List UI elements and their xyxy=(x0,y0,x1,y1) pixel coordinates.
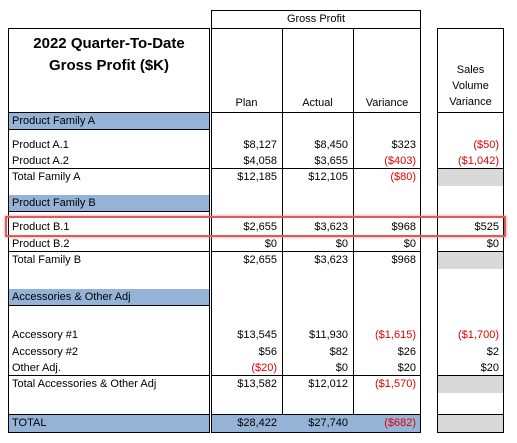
section-band xyxy=(9,113,209,129)
cell-value: $0 xyxy=(264,238,277,250)
rule xyxy=(437,414,504,415)
cell-value: $11,930 xyxy=(309,329,348,341)
total-band xyxy=(9,415,209,432)
rule xyxy=(211,112,421,113)
column-header: Volume xyxy=(452,80,489,92)
title-line: 2022 Quarter-To-Date xyxy=(33,35,185,52)
row-label: Total Accessories & Other Adj xyxy=(12,378,157,390)
row-label: Other Adj. xyxy=(12,362,61,374)
cell-value: $0 xyxy=(486,238,499,250)
blank-cell xyxy=(438,376,503,393)
highlight xyxy=(5,216,506,237)
cell-value: $968 xyxy=(391,221,416,233)
cell-value: $20 xyxy=(397,362,416,374)
gross-profit-box xyxy=(211,28,421,433)
rule xyxy=(8,375,210,376)
cell-value: $8,450 xyxy=(314,139,348,151)
cell-value: $2,655 xyxy=(243,254,277,266)
cell-value: ($80) xyxy=(390,171,416,183)
cell-value: $56 xyxy=(258,346,277,358)
row-label: Total Family A xyxy=(12,171,81,183)
cell-value: $968 xyxy=(391,254,416,266)
row-label: Accessory #2 xyxy=(12,346,79,358)
rule xyxy=(8,112,210,113)
cell-value: $3,623 xyxy=(314,254,348,266)
row-label: Total Family B xyxy=(12,254,82,266)
cell-value: ($20) xyxy=(251,362,277,374)
row-label: Product B.1 xyxy=(12,221,70,233)
total-band xyxy=(212,415,420,432)
rule xyxy=(211,375,421,376)
sales-variance-box xyxy=(437,28,504,433)
cell-value: $0 xyxy=(335,362,348,374)
column-header: Sales xyxy=(456,64,485,76)
section-title: Accessories & Other Adj xyxy=(12,291,131,303)
cell-value: $13,545 xyxy=(237,329,277,341)
cell-value: $8,127 xyxy=(243,139,277,151)
cell-value: $82 xyxy=(329,346,348,358)
cell-value: $0 xyxy=(335,238,348,250)
column-header: Variance xyxy=(365,97,409,109)
cell-value: $13,582 xyxy=(237,378,277,390)
cell-value: ($1,615) xyxy=(375,329,416,341)
cell-value: $12,185 xyxy=(237,171,277,183)
cell-value: $12,105 xyxy=(308,171,348,183)
rule xyxy=(8,305,210,306)
label-column-box xyxy=(8,28,210,433)
rule xyxy=(8,211,210,212)
cell-value: $2 xyxy=(486,346,499,358)
rule xyxy=(437,112,504,113)
section-title: Product Family A xyxy=(12,115,96,127)
cell-value: $0 xyxy=(403,238,416,250)
section-band xyxy=(9,289,209,305)
cell-value: ($1,042) xyxy=(458,155,499,167)
rule xyxy=(8,251,210,252)
column-header: Actual xyxy=(302,97,333,109)
cell-value: $28,422 xyxy=(237,417,277,429)
cell-value: $4,058 xyxy=(243,155,277,167)
rule xyxy=(437,168,504,169)
blank-cell xyxy=(438,169,503,186)
row-label: TOTAL xyxy=(12,417,47,429)
rule xyxy=(437,375,504,376)
row-label: Product A.2 xyxy=(12,155,69,167)
section-band xyxy=(9,195,209,211)
cell-value: $525 xyxy=(474,221,499,233)
cell-value: $27,740 xyxy=(308,417,348,429)
row-label: Product B.2 xyxy=(12,238,70,250)
cell-value: $3,623 xyxy=(314,221,348,233)
row-label: Product A.1 xyxy=(12,139,69,151)
cell-value: $2,655 xyxy=(243,221,277,233)
group-header: Gross Profit xyxy=(286,13,346,25)
cell-value: $12,012 xyxy=(308,378,348,390)
column-divider xyxy=(353,28,354,433)
column-divider xyxy=(282,28,283,433)
rule xyxy=(8,414,210,415)
cell-value: $323 xyxy=(391,139,416,151)
cell-value: ($682) xyxy=(384,417,416,429)
cell-value: $3,655 xyxy=(314,155,348,167)
column-header: Plan xyxy=(235,97,258,109)
title-line: Gross Profit ($K) xyxy=(48,57,169,74)
column-header: Variance xyxy=(449,96,492,108)
blank-cell xyxy=(438,415,503,432)
rule xyxy=(8,168,210,169)
cell-value: ($1,700) xyxy=(458,329,499,341)
cell-value: $26 xyxy=(397,346,416,358)
rule xyxy=(437,251,504,252)
rule xyxy=(8,129,210,130)
section-title: Product Family B xyxy=(12,197,96,209)
rule xyxy=(211,251,421,252)
rule xyxy=(211,414,421,415)
blank-cell xyxy=(438,252,503,269)
cell-value: $20 xyxy=(480,362,499,374)
cell-value: ($50) xyxy=(473,139,499,151)
cell-value: ($403) xyxy=(384,155,416,167)
row-label: Accessory #1 xyxy=(12,329,79,341)
rule xyxy=(211,168,421,169)
cell-value: ($1,570) xyxy=(375,378,416,390)
